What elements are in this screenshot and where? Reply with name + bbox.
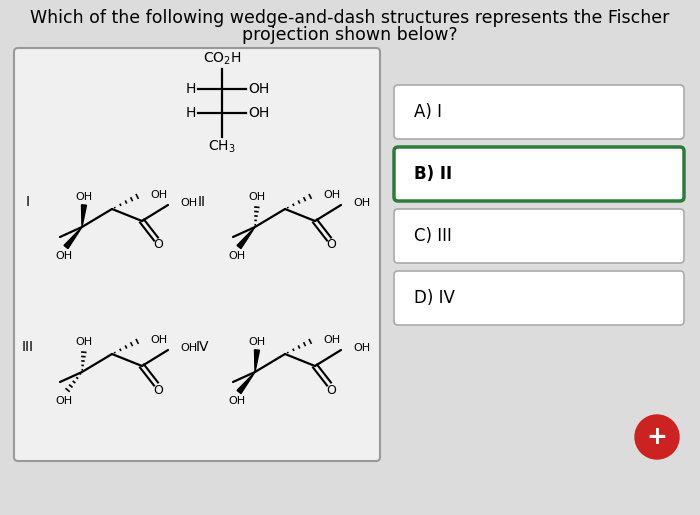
Text: OH: OH <box>150 335 167 345</box>
Text: OH: OH <box>323 190 340 200</box>
Text: III: III <box>22 340 34 354</box>
Text: H: H <box>186 106 196 120</box>
Polygon shape <box>237 372 255 393</box>
FancyBboxPatch shape <box>14 48 380 461</box>
Text: OH: OH <box>248 192 265 202</box>
Text: OH: OH <box>55 396 73 406</box>
Text: O: O <box>153 384 163 397</box>
FancyBboxPatch shape <box>394 209 684 263</box>
Text: OH: OH <box>76 192 92 202</box>
Circle shape <box>635 415 679 459</box>
Text: CO$_2$H: CO$_2$H <box>203 50 242 67</box>
Text: I: I <box>26 195 30 209</box>
Polygon shape <box>255 350 260 372</box>
Polygon shape <box>64 227 82 249</box>
Text: +: + <box>647 425 667 449</box>
Text: O: O <box>326 238 336 251</box>
Text: OH: OH <box>228 396 246 406</box>
Text: B) II: B) II <box>414 165 452 183</box>
Polygon shape <box>81 205 87 227</box>
Text: A) I: A) I <box>414 103 442 121</box>
Text: OH: OH <box>248 337 265 347</box>
Text: O: O <box>153 238 163 251</box>
Text: OH: OH <box>323 335 340 345</box>
FancyBboxPatch shape <box>394 271 684 325</box>
Text: OH: OH <box>248 106 270 120</box>
Text: OH: OH <box>76 337 92 347</box>
Text: OH: OH <box>353 343 370 353</box>
Text: II: II <box>198 195 206 209</box>
Text: O: O <box>326 384 336 397</box>
Text: projection shown below?: projection shown below? <box>242 26 458 44</box>
Text: CH$_3$: CH$_3$ <box>208 139 236 156</box>
Text: C) III: C) III <box>414 227 452 245</box>
Text: OH: OH <box>353 198 370 208</box>
Text: IV: IV <box>195 340 209 354</box>
Text: Which of the following wedge-and-dash structures represents the Fischer: Which of the following wedge-and-dash st… <box>30 9 670 27</box>
Text: OH: OH <box>180 198 197 208</box>
Text: H: H <box>186 82 196 96</box>
FancyBboxPatch shape <box>394 85 684 139</box>
Text: D) IV: D) IV <box>414 289 455 307</box>
Text: OH: OH <box>180 343 197 353</box>
Text: OH: OH <box>248 82 270 96</box>
Text: OH: OH <box>150 190 167 200</box>
Text: OH: OH <box>55 251 73 261</box>
Text: OH: OH <box>228 251 246 261</box>
FancyBboxPatch shape <box>394 147 684 201</box>
Polygon shape <box>237 227 255 249</box>
